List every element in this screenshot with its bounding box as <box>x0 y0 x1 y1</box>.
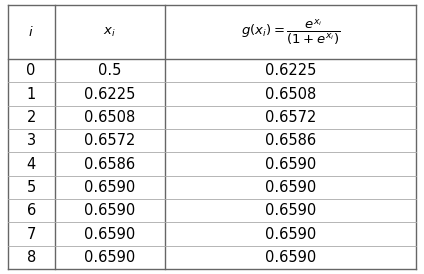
Text: 0.6572: 0.6572 <box>265 110 316 125</box>
Text: 0.6508: 0.6508 <box>265 87 316 102</box>
Text: 0.6225: 0.6225 <box>84 87 136 102</box>
Text: 5: 5 <box>27 180 36 195</box>
Text: 0.6572: 0.6572 <box>84 133 136 148</box>
Text: 0.6590: 0.6590 <box>84 180 135 195</box>
Text: 0.6586: 0.6586 <box>84 156 135 172</box>
Text: 0.6590: 0.6590 <box>265 203 316 218</box>
Text: 8: 8 <box>27 250 36 265</box>
Text: 2: 2 <box>26 110 36 125</box>
Text: 0.6590: 0.6590 <box>265 227 316 242</box>
Text: 0.6586: 0.6586 <box>265 133 316 148</box>
Text: $i$: $i$ <box>28 25 34 39</box>
Text: 6: 6 <box>27 203 36 218</box>
Text: 0.6225: 0.6225 <box>265 63 316 78</box>
Text: 0.6590: 0.6590 <box>265 250 316 265</box>
Text: 4: 4 <box>27 156 36 172</box>
Text: 1: 1 <box>27 87 36 102</box>
Text: 0: 0 <box>26 63 36 78</box>
Text: $g(x_i) = \dfrac{e^{x_i}}{(1 + e^{x_i})}$: $g(x_i) = \dfrac{e^{x_i}}{(1 + e^{x_i})}… <box>241 18 340 47</box>
Text: 0.5: 0.5 <box>98 63 122 78</box>
Text: 0.6508: 0.6508 <box>84 110 135 125</box>
Text: 7: 7 <box>26 227 36 242</box>
Text: 0.6590: 0.6590 <box>84 227 135 242</box>
Text: 0.6590: 0.6590 <box>265 156 316 172</box>
Text: 0.6590: 0.6590 <box>84 250 135 265</box>
Text: 3: 3 <box>27 133 36 148</box>
Text: $x_i$: $x_i$ <box>103 25 116 39</box>
Text: 0.6590: 0.6590 <box>265 180 316 195</box>
Text: 0.6590: 0.6590 <box>84 203 135 218</box>
